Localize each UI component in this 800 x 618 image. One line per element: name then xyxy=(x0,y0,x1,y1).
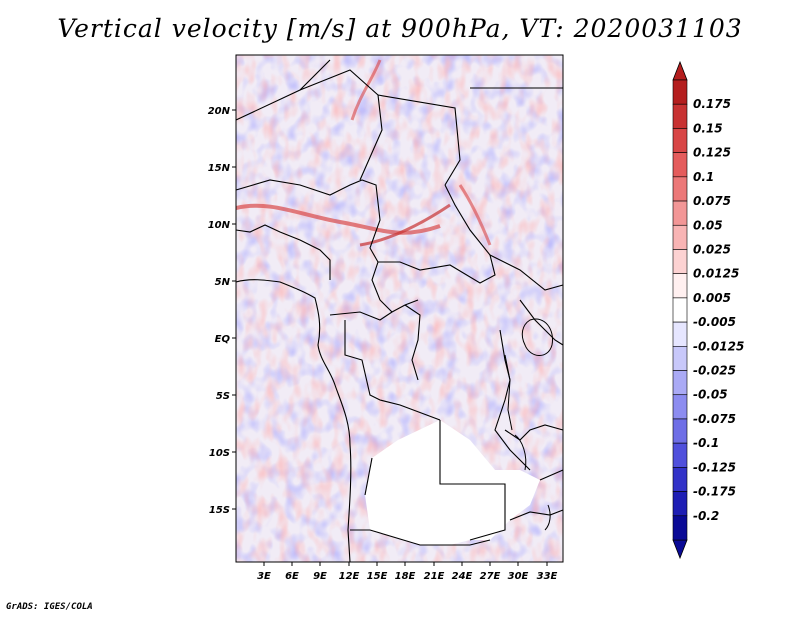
colorbar-swatch xyxy=(672,370,688,396)
colorbar-label: 0.1 xyxy=(693,170,714,184)
lon-label: 3E xyxy=(257,571,271,582)
lon-label: 6E xyxy=(285,571,299,582)
colorbar-label: 0.005 xyxy=(693,291,731,305)
lat-label: 10S xyxy=(209,448,230,459)
lat-label: 15N xyxy=(208,163,231,174)
lon-label: 18E xyxy=(395,571,416,582)
colorbar-label: -0.2 xyxy=(693,509,719,523)
colorbar-min-arrow xyxy=(672,539,688,560)
lat-label: EQ xyxy=(215,334,231,345)
colorbar-label: -0.005 xyxy=(693,315,736,329)
colorbar-swatch xyxy=(672,418,688,444)
colorbar-swatch xyxy=(672,467,688,492)
colorbar-swatch xyxy=(672,515,688,541)
country-borders xyxy=(235,59,564,563)
colorbar-swatch xyxy=(672,152,688,178)
lat-label: 10N xyxy=(208,220,231,231)
colorbar-label: 0.0125 xyxy=(693,267,739,281)
colorbar-label: 0.15 xyxy=(693,121,723,135)
map-title: Vertical velocity [m/s] at 900hPa, VT: 2… xyxy=(57,14,743,43)
colorbar: 0.175 0.15 0.125 0.1 0.075 0.05 0.025 0.0125 0.0… xyxy=(672,60,744,560)
colorbar-swatch xyxy=(672,394,688,420)
lon-label: 12E xyxy=(339,571,360,582)
colorbar-swatch xyxy=(672,442,688,468)
colorbar-swatch xyxy=(672,346,688,371)
lon-label: 24E xyxy=(452,571,473,582)
lon-label: 27E xyxy=(480,571,501,582)
lon-label: 9E xyxy=(313,571,327,582)
lon-label: 33E xyxy=(537,571,558,582)
lon-label: 21E xyxy=(424,571,445,582)
colorbar-label: -0.1 xyxy=(693,436,719,450)
colorbar-label: -0.175 xyxy=(693,485,736,499)
colorbar-swatch xyxy=(672,200,688,226)
colorbar-swatch xyxy=(672,103,688,129)
colorbar-label: 0.05 xyxy=(693,218,723,232)
colorbar-label: 0.075 xyxy=(693,194,731,208)
lon-label: 15E xyxy=(367,571,388,582)
colorbar-swatch xyxy=(672,273,688,299)
colorbar-swatch xyxy=(672,79,688,105)
colorbar-label: -0.025 xyxy=(693,364,736,378)
colorbar-label: 0.125 xyxy=(693,146,731,160)
longitude-axis: 3E 6E 9E 12E 15E 18E 21E 24E 27E 30E 33E xyxy=(257,562,558,582)
colorbar-swatch xyxy=(672,321,688,347)
colorbar-max-arrow xyxy=(672,60,688,81)
grads-credit: GrADS: IGES/COLA xyxy=(6,602,93,612)
colorbar-swatch xyxy=(672,176,688,202)
colorbar-label: -0.125 xyxy=(693,460,736,474)
colorbar-swatch xyxy=(672,297,688,323)
colorbar-swatch xyxy=(672,224,688,250)
map-frame xyxy=(235,54,564,563)
lat-label: 15S xyxy=(209,505,230,516)
latitude-axis: 20N 15N 10N 5N EQ 5S 10S 15S xyxy=(208,106,236,516)
colorbar-label: -0.05 xyxy=(693,388,728,402)
colorbar-label: 0.025 xyxy=(693,242,731,256)
lat-label: 5S xyxy=(216,391,230,402)
colorbar-label: -0.075 xyxy=(693,412,736,426)
lat-label: 20N xyxy=(208,106,231,117)
colorbar-swatch xyxy=(672,491,688,517)
colorbar-swatch xyxy=(672,128,688,153)
lat-label: 5N xyxy=(215,277,231,288)
colorbar-swatch xyxy=(672,249,688,274)
lon-label: 30E xyxy=(508,571,529,582)
colorbar-label: -0.0125 xyxy=(693,339,744,353)
lakes xyxy=(504,318,554,531)
colorbar-label: 0.175 xyxy=(693,97,731,111)
